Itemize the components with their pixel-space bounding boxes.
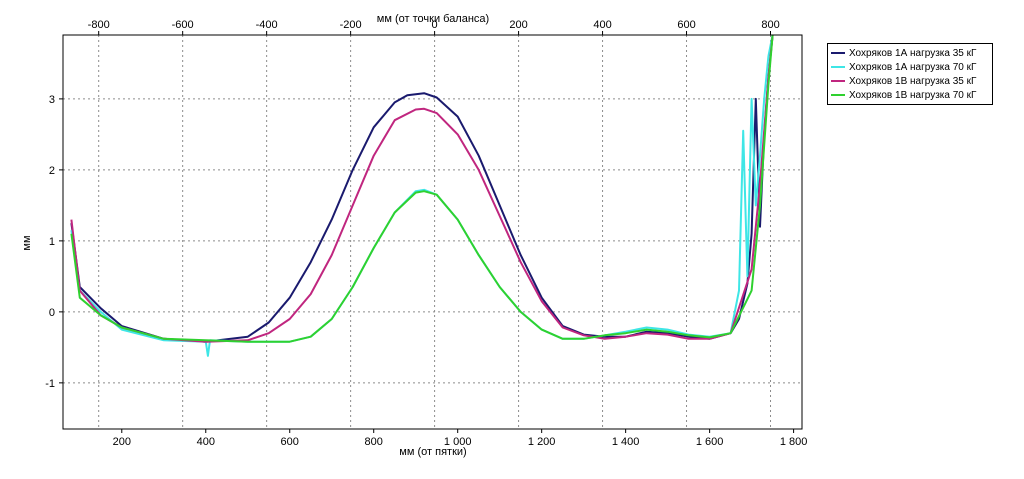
x-axis-title: мм (от пятки)	[399, 446, 466, 458]
legend-label: Хохряков 1А нагрузка 35 кГ	[849, 47, 977, 59]
axes: 200 400 600 800 1 000 1 200 1 400 1 600 1 800-80…	[45, 19, 807, 448]
x-tick-label: 1 200	[528, 436, 556, 448]
legend-swatch	[831, 66, 845, 68]
y-tick-label: 0	[49, 307, 55, 319]
top-tick-label: -600	[172, 19, 194, 31]
top-tick-label: 200	[509, 19, 527, 31]
top-tick-label: -800	[88, 19, 110, 31]
top-tick-label: 600	[677, 19, 695, 31]
x-tick-label: 400	[197, 436, 215, 448]
series-line-4	[70, 34, 774, 343]
x-tick-label: 1 000	[444, 436, 472, 448]
top-axis-title: мм (от точки баланса)	[377, 13, 489, 25]
top-tick-label: 0	[432, 19, 438, 31]
series-layer	[70, 34, 774, 357]
plot-frame	[62, 34, 803, 430]
legend-label: Хохряков 1В нагрузка 35 кГ	[849, 75, 977, 87]
top-tick-label: 400	[593, 19, 611, 31]
series-line-3	[70, 34, 774, 343]
legend-item[interactable]: Хохряков 1В нагрузка 35 кГ	[831, 74, 989, 88]
series-line-1	[70, 34, 774, 343]
series-line-2	[70, 34, 774, 357]
legend-label: Хохряков 1А нагрузка 70 кГ	[849, 61, 977, 73]
x-tick-label: 800	[365, 436, 383, 448]
legend-label: Хохряков 1В нагрузка 70 кГ	[849, 89, 977, 101]
y-tick-label: 1	[49, 236, 55, 248]
legend-swatch	[831, 94, 845, 96]
grid	[63, 35, 802, 429]
top-tick-label: -200	[340, 19, 362, 31]
x-tick-label: 600	[281, 436, 299, 448]
legend: Хохряков 1А нагрузка 35 кГ Хохряков 1А н…	[827, 43, 993, 105]
legend-swatch	[831, 52, 845, 54]
legend-item[interactable]: Хохряков 1В нагрузка 70 кГ	[831, 88, 989, 102]
x-tick-label: 1 800	[780, 436, 808, 448]
top-tick-label: 800	[761, 19, 779, 31]
x-tick-label: 1 600	[696, 436, 724, 448]
x-tick-label: 200	[113, 436, 131, 448]
x-tick-label: 1 400	[612, 436, 640, 448]
legend-item[interactable]: Хохряков 1А нагрузка 70 кГ	[831, 60, 989, 74]
y-tick-label: 2	[49, 165, 55, 177]
legend-swatch	[831, 80, 845, 82]
y-tick-label: 3	[49, 94, 55, 106]
top-tick-label: -400	[256, 19, 278, 31]
y-tick-label: -1	[45, 378, 55, 390]
legend-item[interactable]: Хохряков 1А нагрузка 35 кГ	[831, 46, 989, 60]
y-axis-title: мм	[21, 235, 33, 250]
